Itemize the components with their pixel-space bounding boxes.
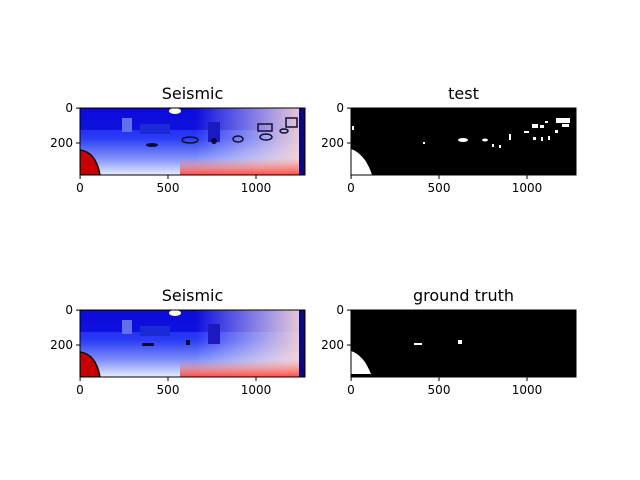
axes-frame: [79, 309, 306, 378]
axes-frame: [79, 107, 306, 176]
axes-frame: [350, 107, 577, 176]
y-tick-label: 0: [65, 101, 73, 115]
seismic-image-bottom: [80, 310, 305, 377]
y-tick-label: 200: [321, 338, 344, 352]
mask-ground-truth: [351, 340, 462, 374]
structure-block-2: [140, 124, 170, 134]
y-tick-label: 0: [336, 101, 344, 115]
panel-title: Seismic: [162, 286, 224, 305]
y-tick-label: 0: [65, 303, 73, 317]
structure-block-1: [122, 320, 132, 334]
mask-blob: [541, 137, 543, 141]
panel-title: ground truth: [413, 286, 514, 305]
panel-test: test: [321, 84, 577, 195]
mask-blob: [499, 145, 501, 148]
anomaly-5: [257, 123, 273, 132]
mask-blob: [414, 343, 422, 345]
mask-blob: [423, 142, 425, 144]
velocity-right-edge: [299, 108, 305, 175]
x-tick-label: 500: [428, 383, 451, 397]
bright-spot: [169, 108, 181, 114]
panel-seismic-bottom: Seismic 0 500 1000 0 200: [50, 286, 306, 397]
mask-blob: [524, 131, 529, 133]
y-tick-label: 200: [50, 136, 73, 150]
structure-block-3: [208, 324, 220, 344]
mask-blob: [545, 121, 548, 123]
panel-seismic-top: Seismic 0: [50, 84, 306, 195]
y-tick-label: 0: [336, 303, 344, 317]
x-tick-label: 0: [76, 383, 84, 397]
mask-blob: [509, 134, 511, 140]
mask-blob: [482, 138, 488, 142]
anomaly-1: [146, 143, 158, 147]
x-tick-label: 1000: [512, 383, 543, 397]
panel-ground-truth: ground truth 0 500 1000 0 200: [321, 286, 577, 397]
mask-predicted: [351, 118, 570, 175]
panel-title: test: [448, 84, 479, 103]
axis-ticks: [76, 107, 257, 179]
anomaly-2: [181, 136, 199, 144]
mask-blob: [556, 118, 570, 123]
salt-body: [80, 149, 101, 175]
x-tick-label: 1000: [241, 383, 272, 397]
mask-blob: [533, 137, 536, 140]
axis-ticks: [347, 309, 528, 381]
anomaly-8: [279, 128, 289, 134]
mask-blob: [352, 126, 354, 130]
velocity-bottom-gradient: [180, 158, 305, 175]
axis-ticks: [347, 107, 528, 179]
velocity-bottom-gradient: [180, 360, 305, 377]
salt-body: [80, 351, 101, 377]
x-tick-label: 500: [157, 383, 180, 397]
mask-blob: [548, 136, 550, 140]
x-tick-label: 500: [428, 181, 451, 195]
panel-title: Seismic: [162, 84, 224, 103]
mask-background: [351, 310, 576, 377]
axis-ticks: [76, 309, 257, 381]
mask-salt-region: [351, 149, 372, 175]
velocity-right-edge: [299, 310, 305, 377]
seismic-image-top: [80, 108, 305, 175]
mask-blob: [562, 124, 569, 127]
mask-blob: [532, 124, 538, 128]
anomaly-2: [186, 340, 190, 345]
mask-blob: [458, 138, 468, 142]
structure-block-3: [208, 122, 220, 142]
anomaly-4: [232, 135, 244, 143]
y-tick-label: 200: [321, 136, 344, 150]
anomaly-6: [285, 117, 298, 128]
mask-blob: [540, 125, 544, 128]
axes-frame: [350, 309, 577, 378]
mask-blob: [555, 130, 558, 133]
mask-salt-region: [351, 351, 371, 374]
structure-block-2: [140, 326, 170, 336]
anomaly-1: [142, 343, 154, 346]
x-tick-label: 0: [347, 383, 355, 397]
anomaly-3: [211, 138, 217, 144]
x-tick-label: 0: [76, 181, 84, 195]
y-tick-label: 200: [50, 338, 73, 352]
mask-blob: [492, 144, 494, 147]
mask-blob: [458, 340, 462, 344]
x-tick-label: 0: [347, 181, 355, 195]
structure-block-1: [122, 118, 132, 132]
x-tick-label: 500: [157, 181, 180, 195]
x-tick-label: 1000: [241, 181, 272, 195]
anomaly-7: [259, 133, 273, 141]
bright-spot: [169, 310, 181, 316]
x-tick-label: 1000: [512, 181, 543, 195]
